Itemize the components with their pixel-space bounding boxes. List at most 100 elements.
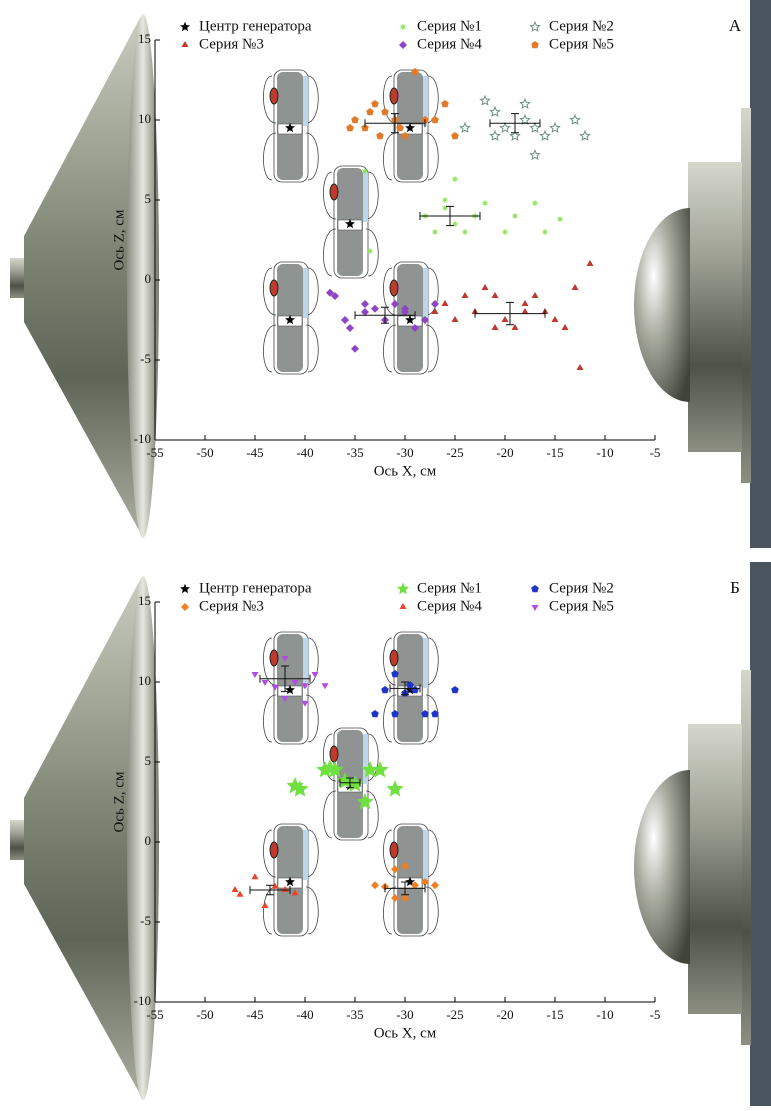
data-point bbox=[371, 305, 379, 313]
x-tick-label: -20 bbox=[496, 445, 513, 460]
x-tick-label: -55 bbox=[146, 445, 163, 460]
legend-marker bbox=[400, 603, 407, 609]
figure: -55-50-45-40-35-30-25-20-15-10-5-10-5051… bbox=[0, 0, 771, 1106]
legend-marker bbox=[181, 603, 189, 611]
legend-marker bbox=[399, 41, 407, 49]
data-point bbox=[557, 216, 563, 223]
x-tick-label: -15 bbox=[546, 1007, 563, 1022]
data-point bbox=[386, 780, 403, 797]
data-point bbox=[512, 212, 518, 219]
data-point bbox=[411, 68, 419, 75]
y-tick-label: -10 bbox=[134, 431, 151, 446]
legend-label: Серия №1 bbox=[417, 18, 482, 34]
data-point bbox=[312, 672, 319, 678]
y-axis-label: Ось Z, см bbox=[111, 209, 127, 270]
data-point bbox=[371, 710, 379, 717]
legend-label: Серия №3 bbox=[199, 598, 264, 614]
data-point bbox=[522, 300, 529, 306]
data-point bbox=[552, 316, 559, 322]
y-tick-label: 0 bbox=[145, 833, 152, 848]
y-tick-label: 10 bbox=[138, 673, 151, 688]
x-tick-label: -20 bbox=[496, 1007, 513, 1022]
data-point bbox=[502, 316, 509, 322]
data-point bbox=[462, 228, 468, 235]
legend-label: Серия №1 bbox=[417, 580, 482, 596]
data-point bbox=[490, 107, 499, 116]
data-point bbox=[520, 99, 529, 108]
panel-label: А bbox=[729, 16, 742, 35]
x-tick-label: -35 bbox=[346, 1007, 363, 1022]
x-tick-label: -45 bbox=[246, 445, 263, 460]
data-point bbox=[572, 284, 579, 290]
data-point bbox=[252, 873, 259, 879]
data-point bbox=[431, 116, 439, 123]
data-point bbox=[262, 902, 269, 908]
y-axis-label: Ось Z, см bbox=[111, 771, 127, 832]
data-point bbox=[351, 116, 359, 123]
x-tick-label: -25 bbox=[446, 445, 463, 460]
data-point bbox=[492, 292, 499, 298]
data-point bbox=[462, 292, 469, 298]
data-point bbox=[366, 108, 374, 115]
data-point bbox=[577, 364, 584, 370]
data-point bbox=[432, 228, 438, 235]
y-tick-label: 5 bbox=[145, 191, 152, 206]
data-point bbox=[371, 881, 379, 889]
y-tick-label: 10 bbox=[138, 111, 151, 126]
x-tick-label: -30 bbox=[396, 445, 413, 460]
data-point bbox=[482, 284, 489, 290]
data-point bbox=[500, 123, 509, 132]
data-point bbox=[540, 131, 549, 140]
x-tick-label: -5 bbox=[650, 445, 661, 460]
data-point bbox=[262, 680, 269, 686]
data-point bbox=[542, 228, 548, 235]
x-tick-label: -50 bbox=[196, 1007, 213, 1022]
legend-marker bbox=[397, 583, 409, 595]
x-tick-label: -10 bbox=[596, 445, 613, 460]
x-tick-label: -10 bbox=[596, 1007, 613, 1022]
x-tick-label: -40 bbox=[296, 1007, 313, 1022]
data-point bbox=[452, 220, 458, 227]
panel-b bbox=[10, 562, 771, 1106]
data-point bbox=[361, 300, 369, 308]
data-point bbox=[570, 115, 579, 124]
x-tick-label: -50 bbox=[196, 445, 213, 460]
y-tick-label: 15 bbox=[138, 31, 151, 46]
data-point bbox=[532, 200, 538, 207]
y-tick-label: 0 bbox=[145, 271, 152, 286]
data-point bbox=[451, 686, 459, 693]
data-point bbox=[341, 316, 349, 324]
background-render bbox=[10, 562, 771, 1106]
data-point bbox=[482, 200, 488, 207]
data-point bbox=[232, 886, 239, 892]
data-point bbox=[381, 108, 389, 115]
data-point bbox=[492, 324, 499, 330]
legend-label: Серия №5 bbox=[549, 36, 614, 52]
data-point bbox=[580, 131, 589, 140]
legend-marker bbox=[530, 22, 539, 31]
legend-label: Серия №4 bbox=[417, 36, 482, 52]
legend-label: Серия №2 bbox=[549, 18, 614, 34]
y-tick-label: 15 bbox=[138, 593, 151, 608]
data-point bbox=[502, 228, 508, 235]
data-point bbox=[460, 123, 469, 132]
legend-marker bbox=[180, 22, 190, 31]
data-point bbox=[452, 176, 458, 183]
data-point bbox=[451, 132, 459, 139]
panel-label: Б bbox=[730, 578, 740, 597]
data-point bbox=[550, 123, 559, 132]
data-point bbox=[252, 672, 259, 678]
x-tick-label: -40 bbox=[296, 445, 313, 460]
x-tick-label: -35 bbox=[346, 445, 363, 460]
data-point bbox=[442, 196, 448, 203]
x-axis-label: Ось X, см bbox=[374, 1025, 437, 1041]
legend-label: Центр генератора bbox=[199, 18, 312, 34]
data-point bbox=[441, 100, 449, 107]
data-point bbox=[520, 115, 529, 124]
data-point bbox=[442, 204, 448, 211]
data-point bbox=[376, 132, 384, 139]
legend-label: Серия №2 bbox=[549, 580, 614, 596]
y-tick-label: -5 bbox=[140, 351, 151, 366]
data-point bbox=[381, 686, 389, 693]
x-tick-label: -30 bbox=[396, 1007, 413, 1022]
